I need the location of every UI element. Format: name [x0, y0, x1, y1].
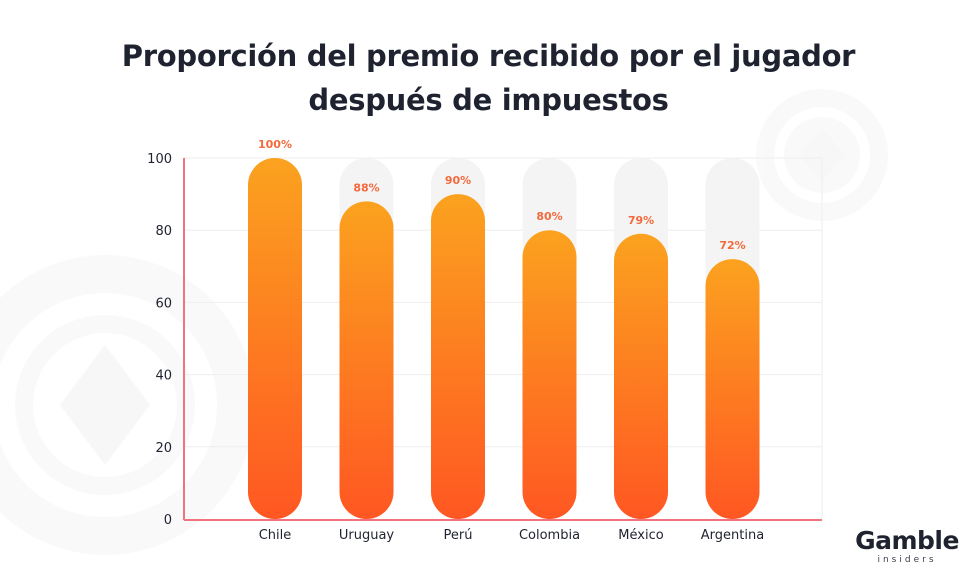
data-label: 90%	[445, 174, 471, 187]
y-tick-label: 20	[155, 441, 172, 456]
bar	[339, 201, 394, 519]
bar	[431, 194, 485, 519]
bar	[705, 259, 760, 519]
data-label: 88%	[353, 181, 379, 194]
chart-title-line-2: después de impuestos	[308, 83, 669, 117]
x-tick-label: Uruguay	[339, 528, 395, 543]
chart-title-line-1: Proporción del premio recibido por el ju…	[121, 39, 856, 73]
y-tick-label: 80	[155, 224, 172, 239]
x-tick-label: México	[618, 528, 663, 543]
brand-subtitle: insiders	[877, 555, 937, 565]
brand-name: Gamble	[855, 526, 959, 555]
data-label: 72%	[719, 239, 745, 252]
bar	[248, 158, 302, 519]
chart-title: Proporción del premio recibido por el ju…	[0, 34, 977, 122]
data-label: 79%	[628, 214, 654, 227]
x-tick-label: Perú	[444, 528, 473, 543]
brand-logo: Gamble insiders	[852, 526, 962, 566]
y-tick-label: 100	[147, 152, 172, 167]
data-label: 100%	[258, 138, 292, 151]
y-tick-label: 40	[155, 369, 172, 384]
x-tick-label: Chile	[259, 528, 292, 543]
x-tick-label: Colombia	[519, 528, 580, 543]
data-label: 80%	[536, 210, 562, 223]
x-tick-label: Argentina	[701, 528, 764, 543]
y-tick-label: 60	[155, 296, 172, 311]
y-tick-label: 0	[164, 513, 172, 528]
bar	[522, 230, 577, 519]
bar	[614, 233, 668, 519]
